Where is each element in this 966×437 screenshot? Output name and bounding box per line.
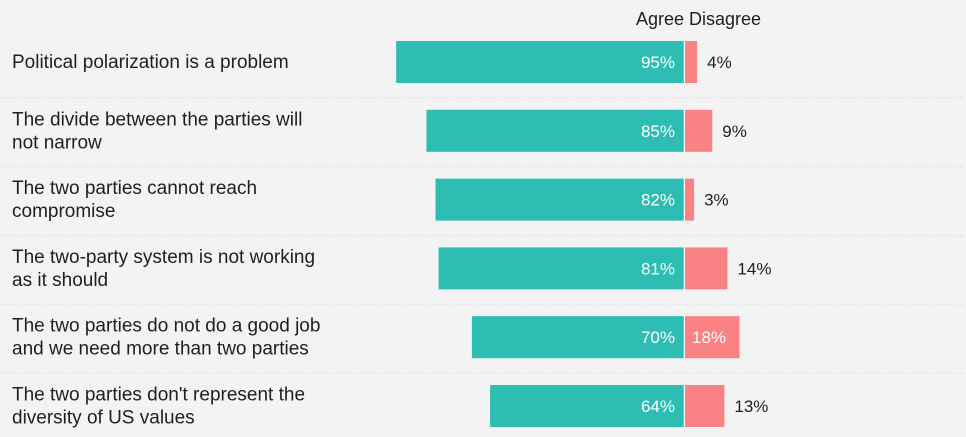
agree-bar: [396, 41, 684, 83]
agree-bar: [435, 178, 684, 221]
disagree-bar: [685, 41, 698, 83]
row-label: and we need more than two parties: [12, 339, 309, 360]
row-label: The two-party system is not working: [12, 247, 315, 268]
row-label: compromise: [12, 201, 115, 222]
disagree-value-label: 13%: [734, 397, 768, 416]
disagree-value-label: 14%: [737, 259, 771, 278]
agree-value-label: 95%: [641, 53, 675, 72]
row-label: The two parties do not do a good job: [12, 316, 320, 337]
row-label: Political polarization is a problem: [12, 52, 289, 73]
disagree-bar: [685, 385, 725, 427]
agree-bar: [426, 109, 684, 152]
disagree-bar: [685, 109, 713, 152]
disagree-bar: [685, 178, 695, 221]
agree-value-label: 81%: [641, 259, 675, 278]
row-label: not narrow: [12, 132, 102, 153]
agree-bar: [471, 316, 684, 359]
chart-rows: Political polarization is a problem 95% 4%…: [0, 41, 966, 429]
disagree-bar: [685, 247, 728, 290]
disagree-value-label: 3%: [704, 191, 729, 210]
disagree-value-label: 9%: [722, 122, 747, 141]
row-label: The two parties cannot reach: [12, 178, 257, 199]
disagree-value-label: 18%: [692, 328, 726, 347]
legend: Agree Disagree: [636, 9, 761, 29]
agree-value-label: 82%: [641, 191, 675, 210]
legend-agree: Agree: [636, 9, 684, 29]
agree-value-label: 85%: [641, 122, 675, 141]
agree-bar: [438, 247, 684, 290]
row-label: diversity of US values: [12, 408, 195, 429]
row-label: as it should: [12, 270, 108, 291]
row-label: The divide between the parties will: [12, 109, 302, 130]
disagree-value-label: 4%: [707, 53, 732, 72]
disagree-bar: [685, 316, 740, 359]
row-label: The two parties don't represent the: [12, 385, 305, 406]
agree-value-label: 64%: [641, 397, 675, 416]
legend-disagree: Disagree: [689, 9, 761, 29]
agree-bar: [490, 385, 684, 427]
agree-value-label: 70%: [641, 328, 675, 347]
